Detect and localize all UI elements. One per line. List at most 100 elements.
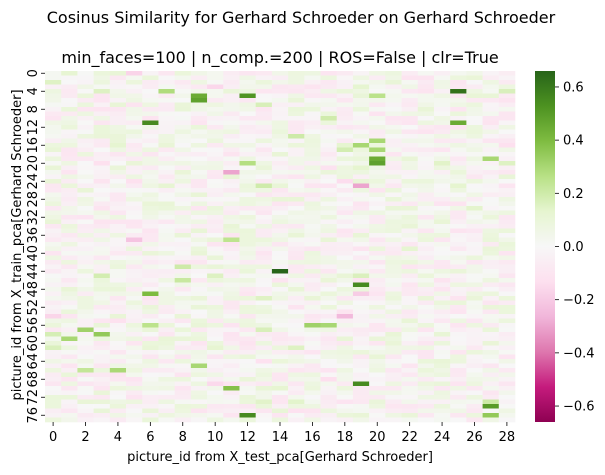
- heatmap-cell: [417, 354, 435, 360]
- heatmap-cell: [450, 305, 467, 310]
- heatmap-cell: [61, 399, 78, 405]
- heatmap-cell: [61, 273, 78, 279]
- heatmap-cell: [352, 107, 370, 112]
- heatmap-cell: [433, 404, 451, 409]
- heatmap-cell: [401, 93, 419, 99]
- heatmap-cell: [158, 372, 175, 378]
- heatmap-cell: [142, 98, 159, 103]
- heatmap-cell: [142, 246, 159, 252]
- heatmap-cell: [433, 210, 451, 216]
- heatmap-cell: [61, 323, 78, 328]
- heatmap-cell: [109, 269, 127, 274]
- heatmap-cell: [109, 291, 127, 297]
- heatmap-cell: [288, 395, 305, 400]
- heatmap-cell: [45, 125, 62, 130]
- heatmap-cell: [142, 255, 159, 261]
- heatmap-cell: [271, 183, 289, 189]
- heatmap-cell: [126, 336, 143, 342]
- heatmap-cell: [223, 345, 240, 351]
- heatmap-cell: [417, 219, 435, 225]
- heatmap-cell: [223, 408, 240, 414]
- heatmap-cell: [77, 255, 94, 261]
- heatmap-cell: [239, 147, 256, 153]
- heatmap-cell: [450, 111, 467, 117]
- heatmap-cell: [271, 377, 289, 382]
- heatmap-cell: [239, 305, 256, 310]
- heatmap-cell: [417, 156, 435, 162]
- heatmap-cell: [304, 386, 321, 391]
- heatmap-cell: [190, 102, 208, 108]
- heatmap-cell: [61, 80, 78, 85]
- heatmap-cell: [77, 215, 94, 220]
- heatmap-cell: [417, 206, 435, 211]
- heatmap-cell: [320, 188, 338, 193]
- heatmap-cell: [369, 408, 386, 414]
- heatmap-cell: [417, 314, 435, 319]
- heatmap-cell: [61, 192, 78, 198]
- heatmap-cell: [417, 341, 435, 346]
- heatmap-cell: [369, 390, 386, 396]
- heatmap-cell: [482, 111, 500, 117]
- heatmap-cell: [304, 314, 321, 319]
- heatmap-cell: [223, 156, 240, 162]
- heatmap-cell: [77, 327, 94, 333]
- heatmap-cell: [207, 327, 224, 333]
- heatmap-cell: [466, 404, 483, 409]
- heatmap-cell: [417, 125, 435, 130]
- heatmap-cell: [352, 368, 370, 373]
- heatmap-cell: [190, 417, 208, 423]
- heatmap-cell: [304, 332, 321, 337]
- heatmap-cell: [158, 188, 175, 193]
- heatmap-cell: [336, 71, 354, 76]
- heatmap-cell: [174, 98, 192, 103]
- heatmap-cell: [207, 381, 224, 387]
- heatmap-cell: [271, 395, 289, 400]
- heatmap-cell: [239, 399, 256, 405]
- y-tick-label: 72: [26, 389, 41, 406]
- heatmap-cell: [223, 386, 240, 391]
- heatmap-cell: [207, 269, 224, 274]
- heatmap-cell: [77, 188, 94, 193]
- heatmap-cell: [433, 116, 451, 121]
- heatmap-cell: [142, 138, 159, 144]
- heatmap-cell: [142, 354, 159, 360]
- heatmap-cell: [126, 381, 143, 387]
- heatmap-cell: [223, 305, 240, 310]
- heatmap-cell: [352, 233, 370, 238]
- heatmap-cell: [385, 417, 402, 423]
- heatmap-cell: [142, 323, 159, 328]
- heatmap-cell: [174, 336, 192, 342]
- heatmap-cell: [255, 318, 273, 324]
- heatmap-cell: [77, 354, 94, 360]
- heatmap-cell: [239, 161, 256, 166]
- heatmap-cell: [239, 183, 256, 189]
- heatmap-cell: [45, 404, 62, 409]
- heatmap-cell: [288, 359, 305, 364]
- heatmap-cell: [255, 224, 273, 229]
- heatmap-cell: [255, 156, 273, 162]
- heatmap-cell: [304, 260, 321, 265]
- heatmap-cell: [109, 197, 127, 202]
- heatmap-cell: [336, 386, 354, 391]
- heatmap-cell: [417, 282, 435, 288]
- heatmap-cell: [77, 134, 94, 139]
- heatmap-cell: [450, 71, 467, 76]
- heatmap-cell: [320, 260, 338, 265]
- heatmap-cell: [174, 264, 192, 270]
- heatmap-cell: [466, 210, 483, 216]
- heatmap-cell: [109, 75, 127, 81]
- heatmap-cell: [288, 102, 305, 108]
- heatmap-cell: [336, 255, 354, 261]
- heatmap-cell: [401, 350, 419, 355]
- heatmap-cell: [417, 363, 435, 369]
- heatmap-cell: [142, 359, 159, 364]
- heatmap-cell: [93, 125, 111, 130]
- heatmap-cell: [450, 179, 467, 184]
- heatmap-cell: [271, 363, 289, 369]
- heatmap-cell: [433, 255, 451, 261]
- heatmap-cell: [174, 102, 192, 108]
- heatmap-cell: [271, 264, 289, 270]
- heatmap-cell: [271, 386, 289, 391]
- heatmap-cell: [320, 255, 338, 261]
- heatmap-cell: [174, 323, 192, 328]
